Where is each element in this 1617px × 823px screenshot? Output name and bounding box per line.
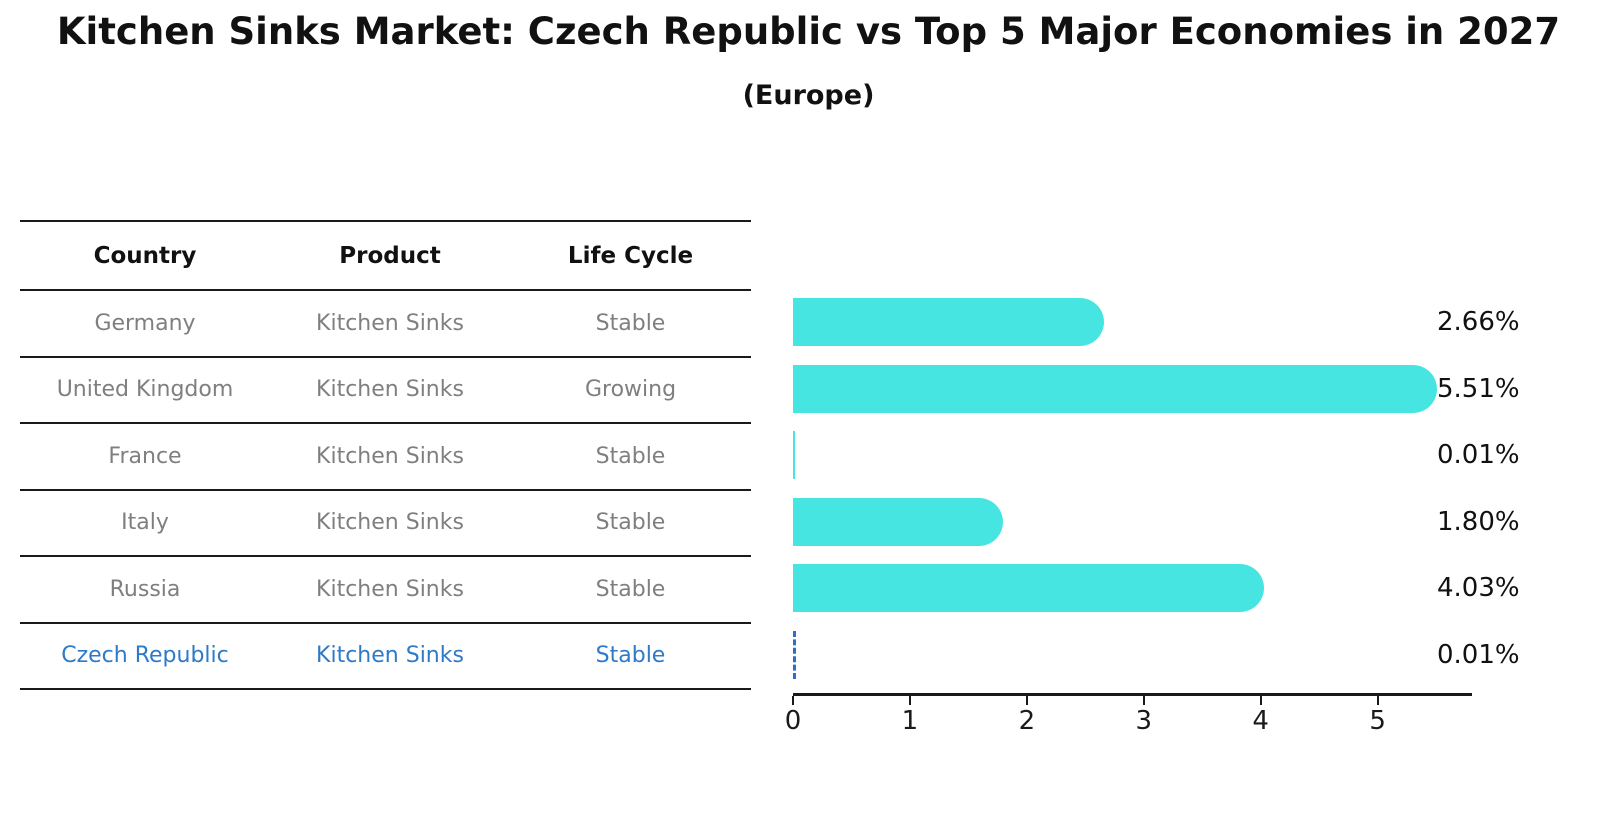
chart-subtitle: (Europe) (742, 80, 875, 111)
bar (793, 497, 1004, 546)
bar (793, 298, 1105, 347)
value-label: 5.51% (1437, 373, 1520, 404)
table-cell-life-cycle: Stable (595, 643, 666, 669)
x-axis-line (793, 693, 1472, 696)
table-cell-country: Czech Republic (61, 643, 229, 669)
bar (793, 431, 795, 480)
table-cell-life-cycle: Growing (584, 377, 677, 403)
table-cell-product: Kitchen Sinks (316, 643, 464, 669)
table-cell-country: Russia (109, 576, 181, 602)
table-cell-country: France (108, 443, 182, 469)
x-tick-mark (1142, 696, 1145, 705)
table-row: France Kitchen Sinks Stable (20, 424, 751, 491)
table-cell-life-cycle: Stable (595, 576, 666, 602)
country-table: Country Product Life Cycle Germany Kitche… (20, 220, 751, 690)
x-tick-mark (792, 696, 794, 705)
x-tick-mark (1376, 696, 1379, 705)
table-row: Italy Kitchen Sinks Stable (20, 491, 751, 557)
table-cell-product: Kitchen Sinks (316, 310, 464, 336)
x-tick-label: 5 (1369, 706, 1386, 736)
table-row: Czech Republic Kitchen Sinks Stable (20, 624, 751, 690)
table-header-row: Country Product Life Cycle (20, 222, 751, 291)
value-label: 0.01% (1437, 440, 1520, 471)
column-header-country: Country (93, 242, 197, 269)
table-cell-life-cycle: Stable (595, 443, 666, 469)
x-tick-label: 1 (901, 706, 919, 736)
table-cell-product: Kitchen Sinks (316, 443, 464, 469)
bar-plot: 2.66% 5.51% 0.01% 1.80% 4.03% 0.01% (793, 289, 1520, 688)
table-cell-product: Kitchen Sinks (316, 576, 464, 602)
table-cell-country: Germany (94, 310, 196, 336)
table-row: Germany Kitchen Sinks Stable (20, 291, 751, 358)
column-header-life-cycle: Life Cycle (567, 242, 694, 269)
table-cell-life-cycle: Stable (595, 310, 666, 336)
table-cell-life-cycle: Stable (595, 510, 666, 536)
x-tick-mark (908, 696, 911, 705)
table-cell-product: Kitchen Sinks (316, 377, 464, 403)
value-label: 0.01% (1437, 639, 1520, 670)
table-cell-country: Italy (121, 510, 169, 536)
x-tick-mark (1025, 696, 1028, 705)
value-label: 1.80% (1437, 506, 1520, 537)
x-tick-label: 2 (1018, 706, 1036, 736)
bar (793, 564, 1265, 613)
column-header-product: Product (339, 242, 441, 269)
x-tick-label: 4 (1252, 706, 1269, 736)
chart-title: Kitchen Sinks Market: Czech Republic vs … (56, 10, 1561, 53)
bar (793, 364, 1438, 413)
table-cell-country: United Kingdom (56, 377, 234, 403)
value-label: 4.03% (1437, 573, 1520, 604)
x-tick-label: 0 (784, 706, 802, 736)
table-cell-product: Kitchen Sinks (316, 510, 464, 536)
x-tick-label: 3 (1135, 706, 1153, 736)
bar-highlighted (793, 630, 796, 679)
table-row: United Kingdom Kitchen Sinks Growing (20, 358, 751, 424)
table-row: Russia Kitchen Sinks Stable (20, 557, 751, 624)
table-body: Germany Kitchen Sinks Stable United Kingdom… (20, 291, 751, 690)
value-label: 2.66% (1437, 307, 1520, 338)
x-tick-mark (1259, 696, 1262, 705)
